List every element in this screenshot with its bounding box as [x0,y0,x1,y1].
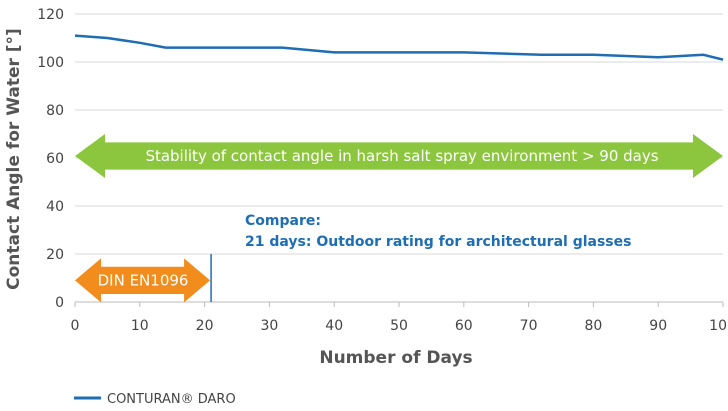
din-arrow-label: DIN EN1096 [98,271,189,289]
x-tick-label: 70 [520,318,538,334]
x-tick-label: 20 [196,318,214,334]
legend: CONTURAN® DARO [74,392,236,407]
y-tick-label: 20 [46,247,64,263]
y-tick-label: 60 [46,151,64,167]
stability-arrow [75,134,723,178]
x-tick-label: 30 [260,318,278,334]
x-tick-label: 10 [131,318,149,334]
legend-label: CONTURAN® DARO [107,392,236,407]
x-axis-title: Number of Days [319,348,472,368]
x-tick-label: 60 [455,318,473,334]
y-tick-label: 80 [46,103,64,119]
din-arrow [75,258,211,303]
compare-title: Compare: [245,213,321,229]
stability-arrow-label: Stability of contact angle in harsh salt… [145,147,658,165]
x-tick-label: 40 [325,318,343,334]
grid-lines [75,13,723,255]
y-tick-label: 100 [37,55,64,71]
x-tick-label: 10 [709,318,727,334]
y-axis-title: Contact Angle for Water [°] [4,28,24,290]
y-tick-label: 0 [55,295,64,311]
x-tick-label: 90 [649,318,667,334]
compare-body: 21 days: Outdoor rating for architectura… [245,234,631,250]
x-tick-label: 50 [390,318,408,334]
x-tick-label: 0 [71,318,80,334]
series-line-conturan-daro [74,34,724,61]
y-axis-ticks: 0 20 40 60 80 100 120 [37,7,64,311]
y-tick-label: 120 [37,7,64,23]
y-tick-label: 40 [46,199,64,215]
x-tick-label: 80 [584,318,602,334]
x-axis-ticks: 0 10 20 30 40 50 60 70 80 90 10 [71,302,727,334]
